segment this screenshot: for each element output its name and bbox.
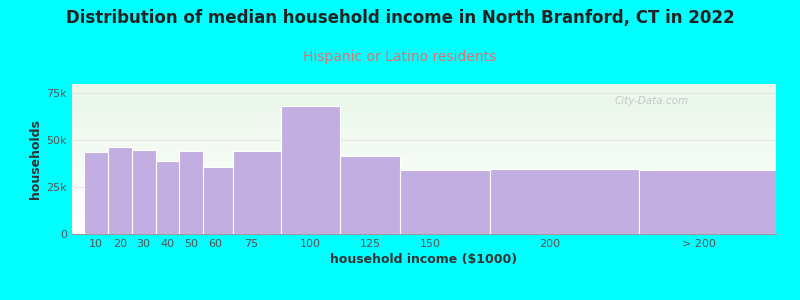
Text: Distribution of median household income in North Branford, CT in 2022: Distribution of median household income … [66,9,734,27]
Bar [638,170,776,234]
Bar [400,170,490,234]
Bar [341,156,400,234]
Bar [155,161,179,234]
X-axis label: household income ($1000): household income ($1000) [330,253,518,266]
Bar [490,169,638,234]
Y-axis label: households: households [30,119,42,199]
Bar [281,106,341,234]
Bar [108,147,132,234]
Bar [203,167,233,234]
Bar [233,151,281,234]
Bar [84,152,108,234]
Text: Hispanic or Latino residents: Hispanic or Latino residents [303,50,497,64]
Bar [132,150,155,234]
Bar [179,151,203,234]
Text: City-Data.com: City-Data.com [614,96,688,106]
